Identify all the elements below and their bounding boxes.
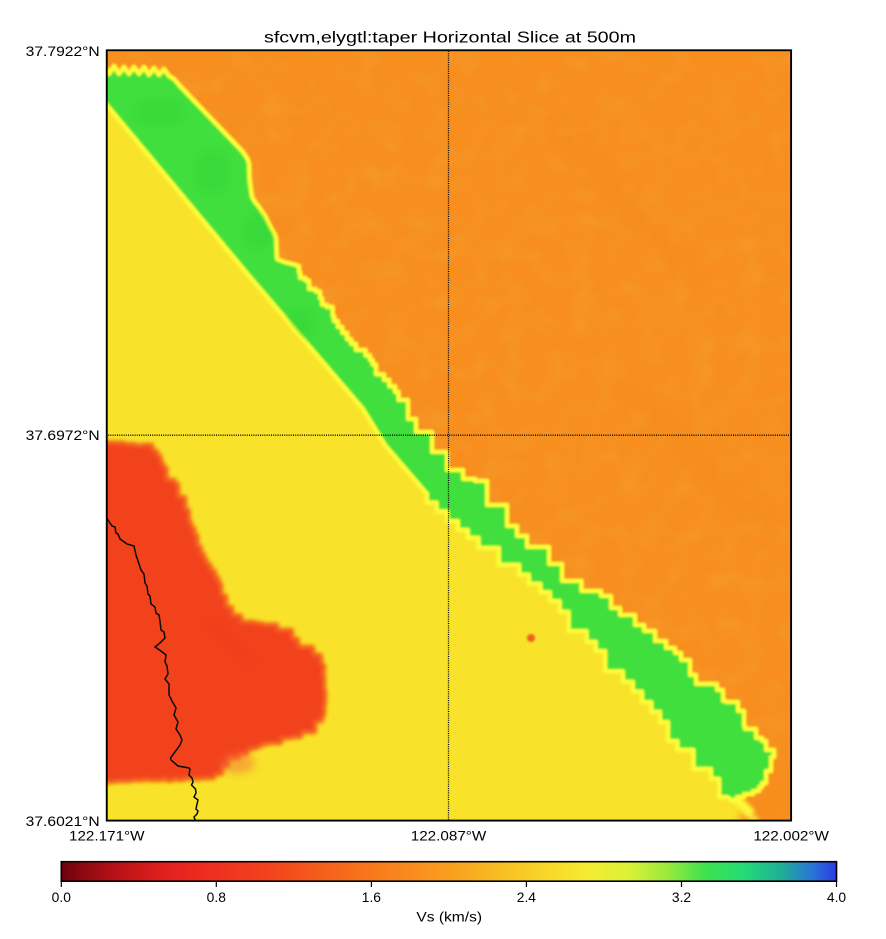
svg-text:sfcvm,elygtl:taper Horizontal: sfcvm,elygtl:taper Horizontal Slice at 5… xyxy=(264,29,636,46)
svg-text:2.4: 2.4 xyxy=(517,890,537,905)
svg-text:0.0: 0.0 xyxy=(52,890,71,905)
svg-text:0.8: 0.8 xyxy=(207,890,226,905)
svg-text:122.087°W: 122.087°W xyxy=(411,828,487,843)
svg-text:122.002°W: 122.002°W xyxy=(753,828,829,843)
svg-text:37.7922°N: 37.7922°N xyxy=(26,44,100,59)
svg-text:37.6021°N: 37.6021°N xyxy=(26,814,100,829)
svg-text:3.2: 3.2 xyxy=(672,890,691,905)
svg-text:122.171°W: 122.171°W xyxy=(69,828,145,843)
svg-text:Vs (km/s): Vs (km/s) xyxy=(416,909,482,924)
svg-text:37.6972°N: 37.6972°N xyxy=(26,428,100,443)
svg-text:1.6: 1.6 xyxy=(362,890,381,905)
svg-text:4.0: 4.0 xyxy=(827,890,846,905)
